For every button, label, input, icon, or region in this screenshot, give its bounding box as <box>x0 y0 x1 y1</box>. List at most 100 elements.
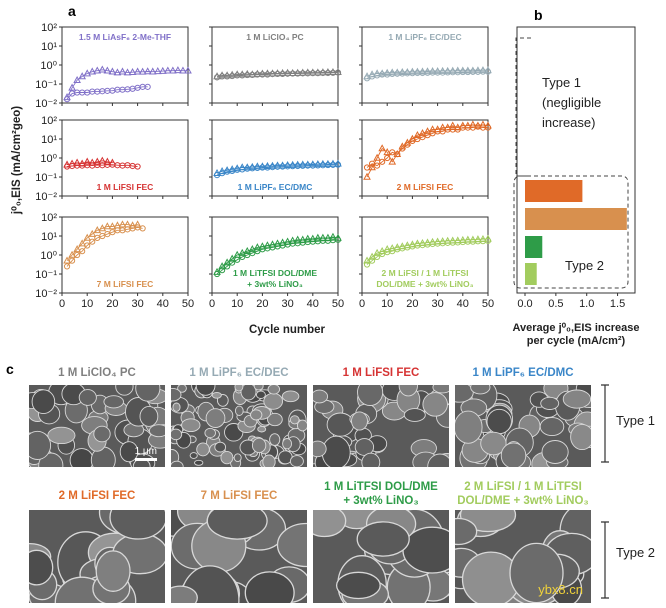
sem-grain <box>139 405 159 427</box>
data-point-triangle <box>273 161 282 169</box>
data-point-triangle <box>383 148 392 156</box>
data-point-triangle <box>329 232 337 240</box>
data-point-circle <box>63 263 71 270</box>
sem-grain <box>289 455 304 467</box>
sem-grain <box>263 392 284 410</box>
series-line <box>366 71 488 79</box>
scale-bar-line <box>134 458 157 461</box>
bar <box>525 180 583 202</box>
x-tick-label: 40 <box>457 298 469 310</box>
sem-title-line: + 3wt% LiNO₃ <box>343 495 419 507</box>
x-tick-label: 1.0 <box>579 298 594 310</box>
data-point-triangle <box>403 67 412 76</box>
sem-grain <box>455 517 478 546</box>
sem-grain <box>432 385 449 394</box>
scale-bar: 1 μm <box>135 446 157 461</box>
sem-title-line: 1 M LiClO₄ PC <box>58 367 136 379</box>
sem-title: 2 M LiFSI FEC <box>15 489 179 503</box>
sem-grain <box>455 410 483 444</box>
sem-grain <box>103 395 124 409</box>
data-point-triangle <box>283 160 292 169</box>
sem-grain <box>276 522 307 568</box>
sem-texture <box>29 510 165 603</box>
sem-grain <box>31 389 56 415</box>
subplot-electrolyte-label: 1 M LiFSI FEC <box>97 182 154 192</box>
panel-label-a: a <box>68 3 76 19</box>
x-tick-label: 20 <box>406 298 418 310</box>
data-point-triangle <box>228 70 237 78</box>
data-point-triangle <box>469 120 477 128</box>
sem-grain <box>398 385 418 397</box>
sem-title-line: 2 M LiFSI FEC <box>58 490 136 502</box>
x-tick-label: 0 <box>59 298 65 310</box>
sem-grain <box>361 452 381 467</box>
subplot-electrolyte-label: 2 M LiFSI / 1 M LiTFSI <box>382 268 469 278</box>
sem-grain <box>115 385 134 396</box>
data-point-triangle <box>88 67 97 75</box>
x-tick-label: 50 <box>182 298 194 310</box>
data-point-triangle <box>103 157 112 165</box>
series-line <box>66 164 138 168</box>
subplot-3: 1 M LiPF₆ EC/DEC <box>359 26 492 106</box>
sem-grain <box>93 425 111 443</box>
series-line <box>366 69 488 77</box>
x-tick-label: 50 <box>482 298 494 310</box>
sem-title: 7 M LiFSI FEC <box>157 489 321 503</box>
data-point-triangle <box>233 70 242 78</box>
data-point-triangle <box>258 242 267 250</box>
series-line <box>216 163 339 174</box>
series-line <box>366 240 489 265</box>
sem-grain <box>541 440 569 464</box>
data-point-circle <box>374 162 381 169</box>
data-point-triangle <box>184 66 192 74</box>
sem-grain <box>262 454 276 467</box>
data-point-circle <box>334 69 342 76</box>
sem-title: 1 M LiFSI FEC <box>299 366 463 380</box>
data-point-circle <box>139 225 146 232</box>
sem-title-line: 1 M LiPF₆ EC/DMC <box>472 367 574 379</box>
sem-grain <box>357 385 384 406</box>
data-point-triangle <box>303 160 312 168</box>
x-axis-label: per cycle (mA/cm²) <box>527 335 626 347</box>
bar <box>525 263 537 285</box>
data-point-triangle <box>298 235 307 243</box>
data-point-triangle <box>113 68 122 76</box>
data-point-circle <box>404 141 411 148</box>
sem-grain <box>356 521 410 557</box>
sem-grain <box>195 385 216 396</box>
data-point-triangle <box>263 69 272 77</box>
x-tick-label: 10 <box>381 298 393 310</box>
sem-grain <box>119 441 139 463</box>
sem-grain <box>69 448 94 467</box>
sem-texture <box>313 385 449 467</box>
sem-texture <box>29 385 165 467</box>
x-tick-label: 0.0 <box>517 298 532 310</box>
sem-title-line: 7 M LiFSI FEC <box>200 490 278 502</box>
sem-texture <box>455 510 591 603</box>
data-point-triangle <box>298 68 307 76</box>
sem-grain <box>351 411 368 431</box>
series-line <box>216 164 339 176</box>
y-tick-label: 10² <box>41 22 57 34</box>
panel-label-b: b <box>534 7 543 23</box>
sem-grain <box>135 385 161 402</box>
sem-grain <box>253 385 264 391</box>
data-point-triangle <box>423 127 432 135</box>
data-point-triangle <box>298 160 307 168</box>
sem-grain <box>205 408 226 428</box>
data-point-triangle <box>283 237 292 245</box>
data-point-triangle <box>293 160 302 168</box>
y-tick-label: 10¹ <box>41 231 57 243</box>
x-tick-label: 40 <box>307 298 319 310</box>
data-point-triangle <box>133 220 142 228</box>
bar <box>525 208 627 230</box>
series-line <box>66 86 148 100</box>
y-tick-label: 10⁰ <box>40 153 57 165</box>
data-point-triangle <box>73 158 81 166</box>
data-point-triangle <box>363 256 371 264</box>
data-point-triangle <box>223 71 231 79</box>
sem-grain <box>562 389 591 409</box>
data-point-triangle <box>368 163 376 171</box>
data-point-circle <box>484 124 492 131</box>
